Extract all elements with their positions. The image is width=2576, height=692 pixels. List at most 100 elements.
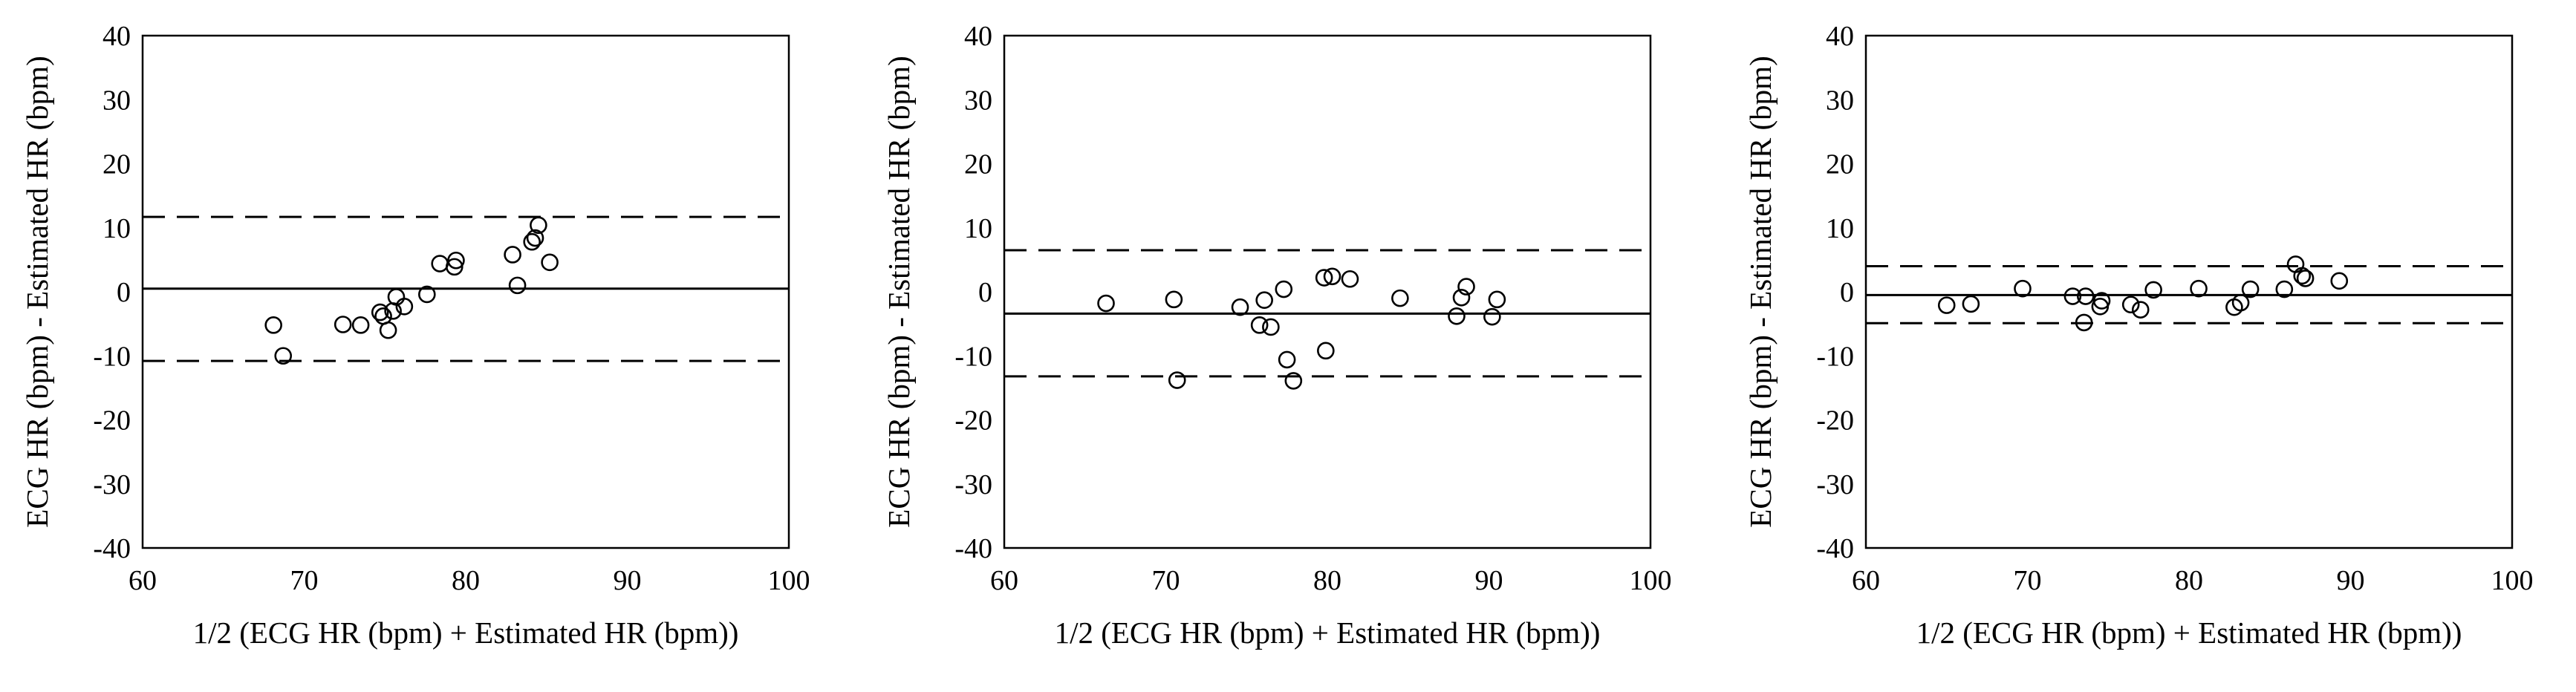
data-point (274, 347, 293, 365)
data-point (1391, 289, 1409, 307)
y-tick-label: 0 (117, 277, 131, 308)
data-point (2275, 280, 2294, 298)
x-axis-title: 1/2 (ECG HR (bpm) + Estimated HR (bpm)) (193, 616, 739, 650)
y-tick-label: -20 (93, 405, 131, 437)
data-point (526, 229, 544, 247)
data-point (504, 246, 521, 264)
y-tick-label: -10 (1816, 341, 1854, 372)
x-tick-label: 80 (452, 565, 480, 596)
y-tick-label: 10 (103, 213, 131, 244)
data-point (2077, 287, 2095, 305)
x-tick-label: 60 (129, 565, 157, 596)
data-point (2092, 292, 2111, 310)
x-tick-label: 80 (2175, 565, 2203, 596)
plot-frame (1864, 34, 2514, 549)
data-point (2286, 255, 2305, 273)
data-point (1962, 295, 1980, 313)
x-axis-title: 1/2 (ECG HR (bpm) + Estimated HR (bpm)) (1055, 616, 1601, 650)
data-point (447, 251, 465, 270)
data-point (2293, 267, 2312, 285)
y-tick-label: -40 (93, 533, 131, 564)
data-point (431, 255, 449, 272)
data-point (2296, 270, 2315, 287)
data-point (1323, 267, 1341, 286)
y-tick-label: 0 (1840, 277, 1854, 308)
data-point (1165, 290, 1183, 309)
x-tick-label: 90 (614, 565, 642, 596)
data-point (417, 285, 436, 304)
x-tick-label: 60 (990, 565, 1018, 596)
data-point (371, 303, 389, 321)
data-point (530, 216, 547, 235)
data-point (1168, 371, 1186, 389)
y-tick-label: 40 (1826, 21, 1854, 52)
data-point (1341, 270, 1359, 288)
data-point (264, 316, 282, 334)
data-point (2330, 272, 2349, 290)
data-point (1457, 278, 1475, 296)
data-point (2231, 293, 2250, 312)
data-point (1315, 269, 1333, 287)
y-axis-title: ECG HR (bpm) - Estimated HR (bpm) (20, 56, 54, 527)
y-tick-label: -20 (954, 405, 992, 437)
data-point (2131, 301, 2150, 319)
data-point (1317, 342, 1335, 360)
y-tick-label: 40 (103, 21, 131, 52)
x-tick-label: 60 (1852, 565, 1880, 596)
y-tick-label: -30 (1816, 469, 1854, 500)
y-tick-label: 0 (978, 277, 992, 308)
y-tick-label: 10 (964, 213, 992, 244)
data-point (1488, 290, 1506, 309)
data-point (2190, 279, 2208, 298)
data-point (1284, 372, 1303, 390)
data-point (523, 232, 541, 251)
x-tick-label: 100 (1630, 565, 1672, 596)
y-tick-label: 30 (964, 85, 992, 116)
y-tick-label: 10 (1826, 213, 1854, 244)
y-tick-label: -30 (93, 469, 131, 500)
y-tick-label: 20 (103, 149, 131, 180)
data-point (2144, 281, 2162, 299)
data-point (1937, 296, 1956, 314)
data-point (1250, 316, 1269, 334)
data-point (1097, 294, 1115, 313)
x-tick-label: 80 (1313, 565, 1341, 596)
data-point (1262, 318, 1280, 336)
data-point (2063, 287, 2082, 305)
y-tick-label: -40 (1816, 533, 1854, 564)
y-axis-title: ECG HR (bpm) - Estimated HR (bpm) (882, 56, 916, 527)
data-point (387, 288, 406, 306)
data-point (351, 316, 370, 334)
data-point (541, 253, 559, 272)
data-point (379, 321, 397, 339)
data-point (1278, 350, 1296, 369)
y-tick-label: 30 (103, 85, 131, 116)
y-tick-label: -40 (954, 533, 992, 564)
x-tick-label: 70 (1152, 565, 1180, 596)
data-point (1231, 298, 1249, 316)
plot-frame (1003, 34, 1652, 549)
data-point (2014, 279, 2032, 298)
data-point (2121, 296, 2140, 314)
x-tick-label: 70 (290, 565, 319, 596)
data-point (445, 258, 464, 276)
x-axis-title: 1/2 (ECG HR (bpm) + Estimated HR (bpm)) (1916, 616, 2462, 650)
data-point (508, 276, 527, 295)
x-tick-label: 100 (2491, 565, 2534, 596)
y-tick-label: 20 (964, 149, 992, 180)
data-point (1448, 307, 1466, 325)
data-point (2075, 313, 2093, 332)
data-point (2241, 280, 2260, 298)
y-tick-label: -10 (93, 341, 131, 372)
plot-frame (141, 34, 790, 549)
y-tick-label: 30 (1826, 85, 1854, 116)
data-point (1255, 291, 1273, 310)
x-tick-label: 100 (768, 565, 810, 596)
data-point (395, 298, 414, 316)
data-point (1275, 280, 1293, 298)
x-tick-label: 70 (2014, 565, 2042, 596)
